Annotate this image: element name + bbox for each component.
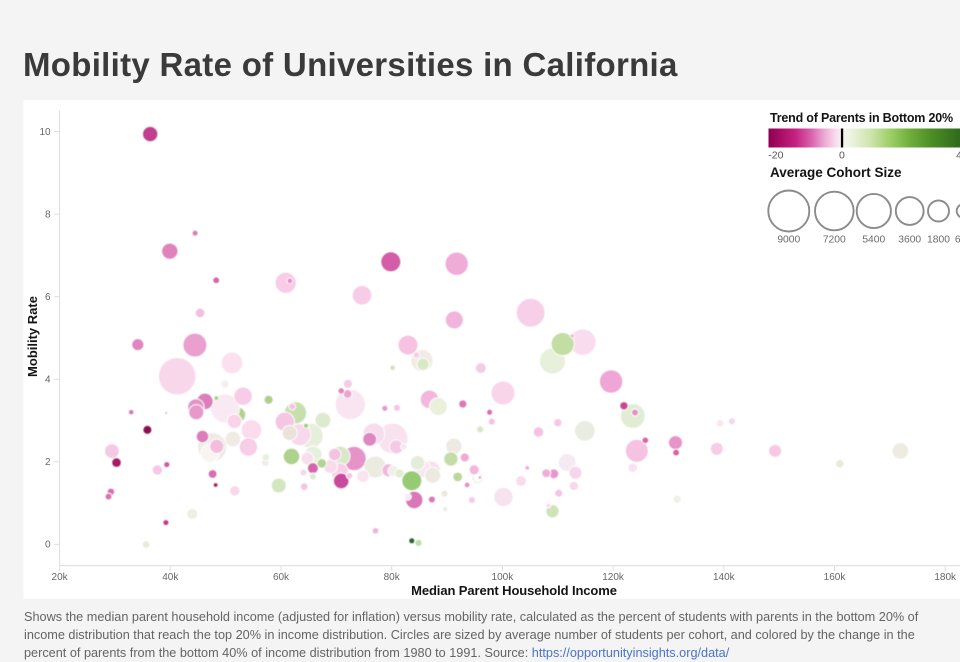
svg-text:7200: 7200: [823, 235, 846, 246]
svg-text:1800: 1800: [927, 235, 950, 246]
svg-text:100k: 100k: [492, 572, 515, 583]
svg-text:60k: 60k: [273, 572, 290, 583]
svg-text:120k: 120k: [602, 572, 625, 583]
svg-text:3600: 3600: [898, 235, 921, 246]
svg-text:0: 0: [45, 540, 51, 551]
svg-text:140k: 140k: [713, 572, 736, 583]
svg-text:10: 10: [39, 127, 51, 138]
svg-text:6: 6: [45, 292, 51, 303]
svg-text:Mobility Rate: Mobility Rate: [25, 296, 40, 377]
svg-text:2: 2: [45, 457, 51, 468]
svg-text:Average Cohort Size: Average Cohort Size: [770, 165, 902, 180]
svg-text:5400: 5400: [862, 235, 885, 246]
svg-text:0: 0: [839, 150, 845, 162]
svg-text:Median Parent Household Income: Median Parent Household Income: [411, 583, 617, 598]
svg-text:40k: 40k: [162, 572, 179, 583]
svg-text:160k: 160k: [824, 572, 847, 583]
svg-text:40: 40: [956, 150, 960, 162]
svg-text:4: 4: [45, 375, 51, 386]
svg-text:80k: 80k: [384, 572, 401, 583]
svg-text:-20: -20: [768, 150, 783, 162]
svg-text:180k: 180k: [934, 572, 957, 583]
svg-text:Trend of Parents in Bottom 20%: Trend of Parents in Bottom 20%: [770, 111, 953, 125]
svg-text:8: 8: [45, 209, 51, 220]
svg-text:600: 600: [955, 235, 960, 246]
svg-text:9000: 9000: [777, 235, 800, 246]
svg-text:20k: 20k: [52, 572, 69, 583]
